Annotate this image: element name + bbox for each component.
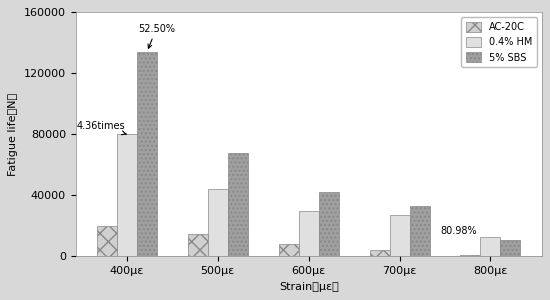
Text: 52.50%: 52.50%: [138, 24, 175, 48]
Bar: [318, 192, 339, 256]
Bar: [228, 153, 248, 256]
Bar: [481, 237, 500, 256]
Bar: [188, 233, 208, 256]
Bar: [97, 226, 117, 256]
Bar: [460, 255, 481, 256]
Bar: [208, 189, 228, 256]
Text: 80.98%: 80.98%: [441, 226, 477, 236]
Bar: [299, 211, 318, 256]
Bar: [137, 52, 157, 256]
Bar: [410, 206, 430, 256]
Bar: [389, 215, 410, 256]
Text: 4.36times: 4.36times: [77, 121, 126, 135]
Bar: [117, 134, 137, 256]
Bar: [500, 240, 520, 256]
X-axis label: Strain（με）: Strain（με）: [279, 282, 339, 292]
Bar: [279, 244, 299, 256]
Bar: [370, 250, 389, 256]
Legend: AC-20C, 0.4% HM, 5% SBS: AC-20C, 0.4% HM, 5% SBS: [461, 17, 537, 68]
Y-axis label: Fatigue life（N）: Fatigue life（N）: [8, 93, 18, 176]
